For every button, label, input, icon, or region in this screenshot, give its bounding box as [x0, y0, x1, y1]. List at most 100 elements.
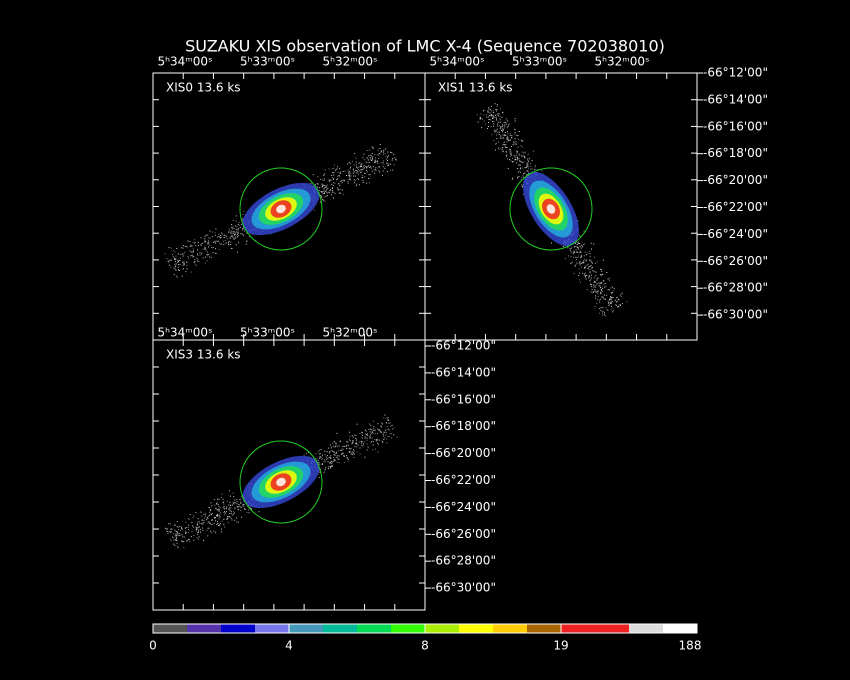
photon	[183, 264, 185, 266]
photon	[614, 288, 615, 290]
photon	[380, 422, 382, 424]
photon	[348, 451, 350, 453]
photon	[371, 429, 373, 431]
photon	[362, 157, 364, 159]
photon	[234, 237, 236, 239]
photon	[243, 504, 245, 506]
photon	[236, 233, 238, 235]
photon	[579, 235, 580, 236]
photon	[209, 522, 211, 524]
photon	[330, 456, 332, 458]
photon	[184, 527, 186, 529]
photon	[370, 167, 372, 169]
photon	[326, 459, 327, 460]
colorbar-segment	[425, 624, 460, 633]
photon	[209, 507, 211, 509]
photon	[324, 454, 326, 456]
photon	[595, 295, 597, 297]
photon	[230, 241, 232, 243]
photon	[377, 442, 379, 444]
photon	[177, 531, 178, 533]
ra-tick-label: 5ʰ34ᵐ00ˢ	[158, 55, 213, 69]
photon	[358, 163, 360, 165]
xray-image	[164, 144, 397, 278]
photon	[366, 433, 368, 435]
photon	[197, 526, 199, 528]
photon	[521, 156, 523, 158]
photon	[219, 523, 221, 525]
photon	[351, 440, 353, 442]
photon	[174, 534, 176, 536]
photon	[242, 218, 244, 219]
photon	[249, 506, 251, 508]
photon	[232, 503, 234, 504]
photon	[199, 522, 201, 524]
photon	[182, 256, 184, 258]
photon	[580, 256, 582, 258]
extraction-region	[239, 440, 323, 524]
photon	[176, 542, 178, 544]
photon	[609, 279, 610, 281]
photon	[175, 530, 177, 532]
photon	[369, 167, 371, 168]
photon	[341, 449, 343, 451]
photon	[595, 285, 597, 287]
photon	[596, 279, 598, 281]
photon	[352, 439, 354, 441]
photon	[224, 511, 225, 513]
photon	[368, 162, 370, 164]
photon	[237, 229, 239, 231]
photon	[610, 297, 612, 299]
photon	[365, 430, 367, 432]
photon	[586, 289, 588, 291]
photon	[315, 184, 316, 186]
photon	[520, 172, 522, 174]
photon	[357, 171, 359, 173]
photon	[584, 275, 586, 277]
photon	[228, 240, 230, 242]
photon	[182, 262, 184, 264]
photon	[339, 173, 341, 175]
photon	[213, 517, 215, 519]
photon	[242, 220, 244, 222]
photon	[380, 432, 382, 433]
photon	[216, 515, 218, 517]
ra-tick-label: 5ʰ34ᵐ00ˢ	[158, 326, 213, 340]
photon	[217, 515, 219, 517]
photon	[197, 260, 199, 262]
photon	[324, 200, 326, 202]
photon	[349, 436, 351, 438]
photon	[169, 259, 171, 261]
photon	[322, 191, 324, 192]
photon	[325, 467, 326, 469]
photon	[200, 523, 202, 525]
photon	[498, 141, 499, 143]
dec-tick-label: -66°28'00"	[703, 281, 768, 295]
photon	[326, 191, 328, 193]
photon	[343, 461, 345, 463]
photon	[596, 261, 598, 263]
photon	[476, 114, 478, 116]
photon	[225, 235, 227, 237]
photon	[348, 175, 350, 177]
photon	[374, 430, 376, 432]
photon	[322, 454, 324, 456]
photon	[325, 186, 327, 188]
photon	[205, 250, 207, 252]
photon	[258, 511, 260, 513]
photon	[334, 192, 336, 194]
photon	[369, 173, 371, 175]
photon	[211, 524, 213, 526]
photon	[330, 458, 332, 459]
photon	[244, 230, 246, 232]
photon	[589, 279, 591, 281]
photon	[366, 443, 368, 445]
photon	[376, 161, 378, 163]
photon	[486, 114, 488, 116]
photon	[499, 118, 501, 120]
photon	[600, 288, 602, 290]
photon	[355, 157, 357, 159]
photon	[234, 234, 236, 235]
photon	[605, 307, 607, 309]
photon	[583, 260, 585, 262]
